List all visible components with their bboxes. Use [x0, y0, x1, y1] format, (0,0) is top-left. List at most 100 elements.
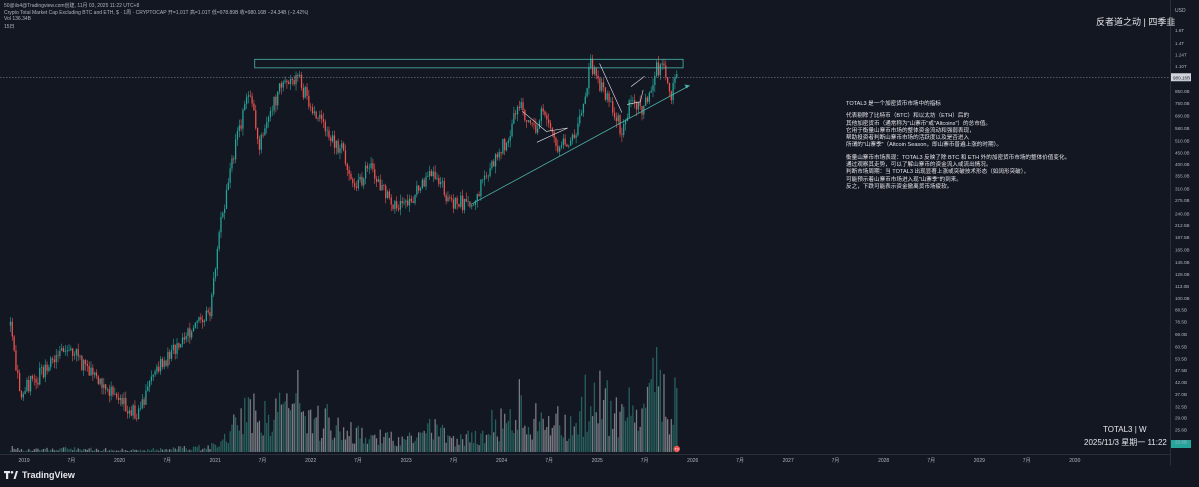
candle-body: [467, 201, 469, 203]
volume-bar: [295, 393, 297, 452]
candle-body: [533, 123, 535, 125]
candle-body: [313, 111, 315, 114]
candle-body: [220, 216, 222, 233]
volume-bar: [66, 448, 68, 452]
symbol-ohlc-legend[interactable]: Crypto Total Market Cap Excluding BTC an…: [4, 10, 309, 16]
candle-body: [284, 80, 286, 83]
volume-bar: [172, 447, 175, 452]
candle-body: [33, 378, 35, 380]
publish-info: 50@ils4@Tradingview.com创建, 11月 03, 2025 …: [4, 3, 140, 9]
candle-body: [405, 200, 407, 203]
candle-body: [37, 382, 39, 385]
candle-body: [445, 194, 447, 202]
candle-body: [253, 103, 255, 111]
volume-bar: [637, 430, 639, 452]
text-annotation[interactable]: TOTAL3 是一个加密货币市场中的指标 代表剔除了比特币（BTC）和以太坊（E…: [846, 101, 1156, 191]
volume-bar: [202, 448, 204, 452]
candle-body: [150, 376, 153, 382]
candle-body: [200, 317, 202, 320]
candle-body: [522, 102, 524, 111]
candle-body: [328, 130, 330, 138]
volume-bar: [419, 432, 422, 452]
volume-bar: [269, 436, 272, 452]
candle-body: [119, 397, 121, 400]
volume-bar: [20, 448, 23, 452]
tradingview-logo[interactable]: TradingView: [4, 470, 75, 480]
volume-bar: [652, 357, 654, 452]
price-label-box: [1171, 73, 1191, 82]
volume-bar: [161, 449, 164, 452]
volume-bar: [580, 396, 583, 452]
volume-bar: [275, 398, 277, 452]
volume-bar: [537, 431, 539, 452]
volume-bar: [72, 450, 74, 452]
candle-body: [172, 344, 175, 350]
candle-body: [436, 177, 438, 179]
indicator-legend[interactable]: 15日: [4, 24, 15, 30]
candle-body: [443, 181, 445, 195]
candle-body: [425, 176, 427, 187]
volume-bar: [35, 448, 37, 452]
candle-body: [35, 379, 37, 383]
y-tick-label: 53.5B: [1175, 356, 1187, 361]
volume-bar: [62, 447, 65, 452]
volume-bar: [465, 434, 467, 452]
y-tick-label: 25.6B: [1175, 428, 1187, 433]
volume-bar: [346, 430, 348, 452]
y-tick-label: 69.0B: [1175, 332, 1187, 337]
volume-bar: [130, 450, 132, 452]
volume-bar: [238, 430, 240, 452]
candle-body: [218, 232, 220, 249]
candle-body: [586, 88, 588, 97]
volume-bar: [641, 408, 643, 452]
volume-bar: [315, 417, 317, 452]
candle-body: [410, 198, 412, 202]
volume-bar: [286, 393, 288, 452]
candle-body: [209, 312, 211, 317]
volume-bar: [634, 422, 636, 452]
volume-bar: [410, 435, 412, 452]
y-tick-label: 450.0B: [1175, 150, 1190, 155]
volume-bar: [504, 413, 506, 452]
tradingview-brand: TradingView: [22, 470, 75, 480]
volume-bar: [44, 448, 46, 452]
candle-body: [613, 112, 616, 118]
volume-bar: [635, 409, 638, 452]
volume-bar: [148, 450, 151, 452]
candle-body: [112, 386, 114, 395]
volume-bar: [119, 450, 121, 452]
candle-body: [632, 100, 634, 101]
volume-bar: [630, 415, 632, 452]
candle-body: [288, 82, 290, 84]
candle-body: [88, 365, 90, 376]
volume-bar: [264, 400, 266, 452]
volume-bar: [83, 448, 85, 452]
time-axis-separator: [0, 454, 1170, 455]
candle-body: [156, 366, 158, 372]
volume-bar: [542, 418, 544, 452]
candle-body: [187, 328, 189, 337]
candle-body: [66, 350, 68, 352]
candle-body: [449, 197, 451, 199]
candle-body: [302, 87, 304, 98]
candle-body: [353, 183, 356, 187]
y-tick-label: 212.5B: [1175, 223, 1190, 228]
volume-bar: [456, 438, 458, 452]
volume-bar: [467, 430, 469, 452]
volume-bar: [403, 439, 405, 452]
candle-body: [344, 150, 347, 164]
volume-bar: [37, 448, 39, 452]
candle-body: [652, 85, 654, 91]
volume-legend[interactable]: Vol 136.34B: [4, 16, 31, 22]
candle-body: [229, 168, 231, 183]
volume-bar: [48, 450, 50, 452]
x-tick-label: 2021: [210, 458, 221, 464]
candle-body: [266, 122, 268, 129]
candle-body: [407, 200, 409, 206]
y-tick-label: 32.5B: [1175, 405, 1187, 410]
candle-body: [123, 397, 125, 405]
y-tick-label: 310.0B: [1175, 187, 1190, 192]
candle-body: [573, 134, 575, 138]
candle-body: [637, 101, 639, 110]
